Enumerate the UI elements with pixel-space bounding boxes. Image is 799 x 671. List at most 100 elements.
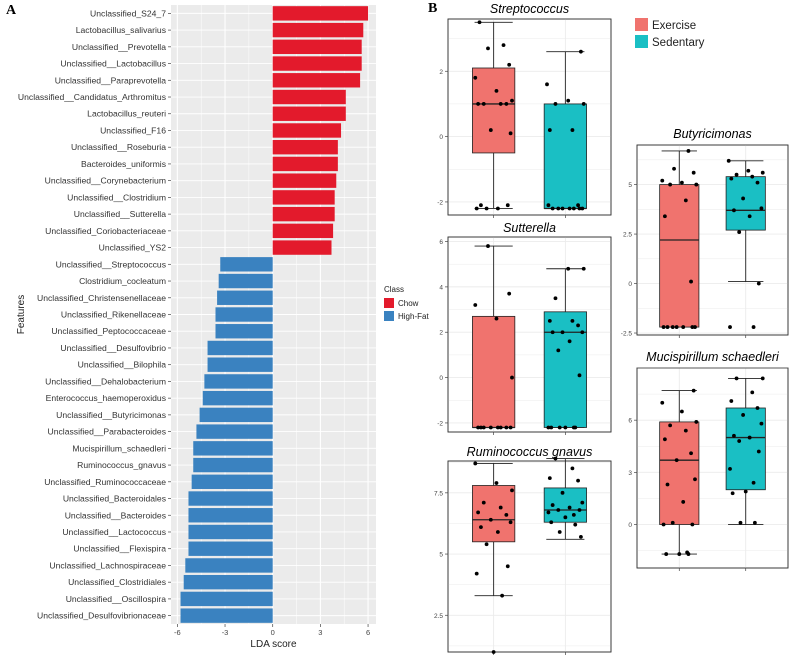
lda-bar	[188, 524, 273, 540]
lda-feature-label: Unclassified__Clostridium	[67, 192, 166, 202]
data-point	[550, 330, 555, 335]
boxplot-y-tick-label: 7.5	[434, 490, 443, 497]
boxplot-y-tick-label: -2	[437, 420, 443, 427]
data-point	[693, 325, 697, 329]
data-point	[577, 508, 582, 512]
data-point	[728, 325, 732, 329]
data-point	[498, 102, 503, 106]
data-point	[488, 517, 493, 522]
data-point	[577, 206, 582, 211]
lda-feature-label: Unclassified__Bilophila	[78, 360, 167, 370]
lda-feature-label: Unclassified__Lactobacillus	[60, 59, 166, 69]
data-point	[556, 348, 561, 353]
boxplot-border	[636, 144, 789, 336]
lda-bar	[272, 89, 346, 105]
data-point	[504, 512, 509, 517]
boxplot-y-tick-label: 0	[628, 281, 632, 288]
lda-bar	[207, 340, 273, 356]
data-point	[481, 425, 486, 430]
lda-feature-label: Unclassified__Oscillospira	[66, 594, 167, 604]
data-point	[665, 325, 670, 329]
lda-feature-label: Unclassified__Bacteroides	[65, 510, 166, 520]
lda-x-tick-label: -6	[174, 628, 181, 637]
data-point	[580, 330, 585, 335]
lda-feature-label: Unclassified_Clostridiales	[68, 577, 166, 587]
lda-legend-label: Chow	[398, 299, 419, 308]
lda-legend-label: High-Fat	[398, 312, 429, 321]
lda-legend-swatch	[384, 298, 394, 308]
data-point	[547, 476, 552, 481]
data-point	[664, 552, 669, 556]
data-point	[751, 325, 756, 329]
data-point	[557, 530, 562, 534]
boxplot-legend-swatch	[635, 35, 648, 48]
data-point	[563, 515, 568, 520]
data-point	[504, 425, 509, 430]
data-point	[577, 373, 582, 378]
data-point	[578, 49, 583, 54]
data-point	[547, 128, 552, 132]
lda-bar	[202, 390, 273, 406]
lda-bar	[204, 374, 273, 389]
lda-feature-label: Unclassified_Desulfovibrionaceae	[37, 611, 166, 621]
data-point	[560, 330, 565, 335]
boxplot-panel: -2 0 2 4 6 Sutterella	[437, 221, 612, 435]
box-iqr	[725, 407, 766, 491]
lda-bar	[272, 73, 361, 88]
lda-bar	[272, 140, 338, 155]
data-point	[683, 198, 688, 203]
data-point	[755, 406, 760, 410]
boxplot-y-tick-label: 0	[439, 375, 443, 382]
boxplot-legend-swatch	[635, 18, 648, 31]
lda-bar	[272, 6, 369, 21]
data-point	[576, 478, 580, 483]
data-point	[737, 439, 742, 443]
data-point	[670, 325, 675, 329]
data-point	[510, 488, 514, 493]
lda-feature-label: Enterococcus_haemoperoxidus	[46, 393, 166, 403]
boxplot-legend-label: Exercise	[652, 20, 696, 32]
data-point	[494, 481, 499, 485]
boxplot-y-tick-label: 2.5	[434, 613, 443, 620]
data-point	[726, 158, 731, 163]
data-point	[747, 435, 752, 440]
data-point	[741, 196, 746, 201]
data-point	[479, 525, 483, 530]
lda-feature-label: Unclassified_YS2	[99, 243, 167, 253]
lda-feature-label: Bacteroides_uniformis	[81, 159, 166, 169]
boxplot-y-tick-label: -2.5	[621, 331, 633, 338]
data-point	[498, 505, 503, 510]
lda-x-axis-title: LDA score	[250, 639, 297, 650]
data-point	[728, 466, 732, 471]
boxplot-y-tick-label: 2.5	[623, 232, 632, 239]
data-point	[674, 325, 679, 329]
data-point	[507, 62, 512, 67]
boxplot-y-tick-label: 3	[628, 470, 632, 477]
lda-feature-label: Unclassified__Parabacteroides	[48, 427, 166, 437]
data-point	[743, 489, 748, 494]
data-point	[571, 512, 576, 517]
data-point	[734, 376, 739, 381]
data-point	[567, 339, 572, 344]
lda-feature-label: Unclassified__Paraprevotella	[55, 75, 167, 85]
boxplot-legend-label: Sedentary	[652, 37, 705, 49]
data-point	[553, 296, 558, 301]
boxplot-border	[636, 367, 789, 569]
lda-bar	[272, 22, 364, 38]
lda-feature-label: Unclassified__Butyricimonas	[56, 410, 166, 420]
lda-feature-label: Mucispirillum_schaedleri	[72, 443, 166, 453]
data-point	[752, 520, 757, 525]
data-point	[576, 203, 580, 208]
data-point	[507, 291, 512, 296]
data-point	[694, 420, 699, 424]
boxplot-panel: 0 3 6 Mucispirillum schaedleri	[628, 350, 789, 571]
lda-feature-label: Lactobacillus_salivarius	[76, 25, 166, 35]
data-point	[553, 102, 558, 106]
data-point	[508, 425, 513, 430]
data-point	[668, 182, 673, 187]
lda-bar	[272, 156, 338, 172]
data-point	[473, 75, 478, 80]
box-iqr	[543, 311, 587, 428]
lda-x-tick-label: -3	[222, 628, 229, 637]
data-point	[755, 180, 760, 185]
